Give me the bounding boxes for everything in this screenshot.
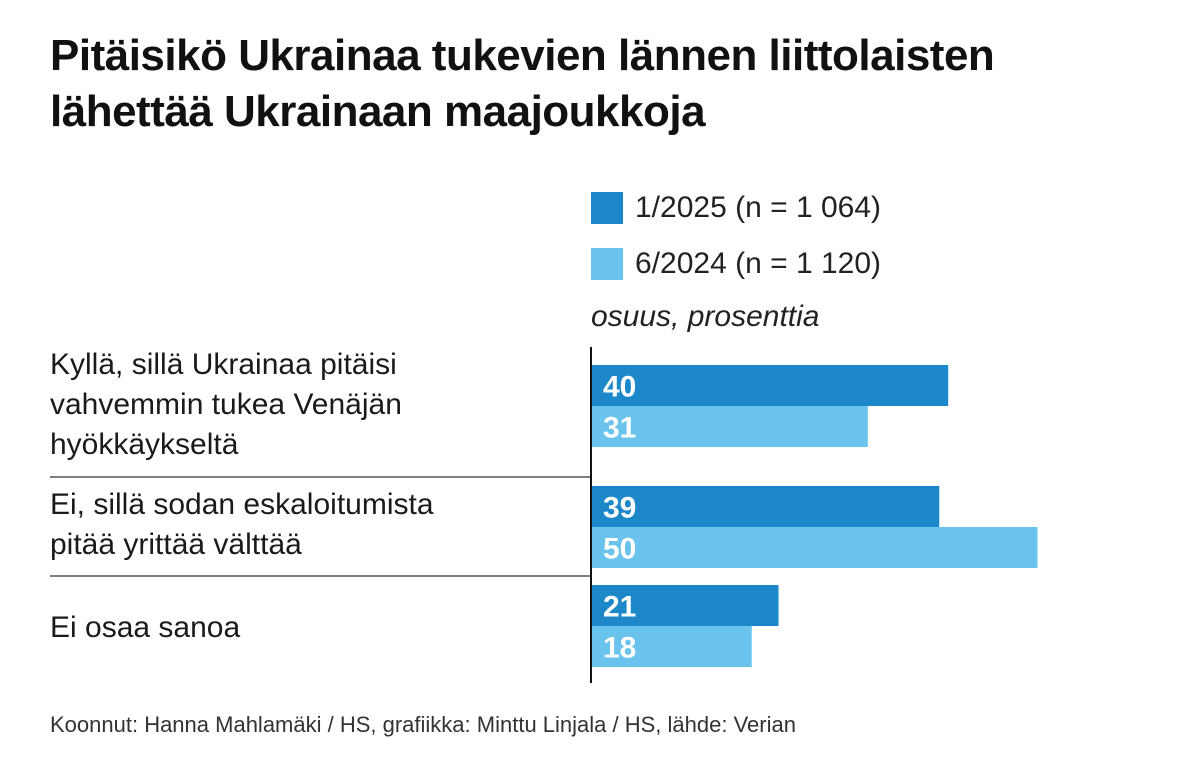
legend-label-2025: 1/2025 (n = 1 064): [635, 191, 882, 224]
bar-value-label: 50: [603, 533, 636, 566]
category-label-no: Ei, sillä sodan eskaloitumista pitää yri…: [50, 485, 570, 565]
bar-value-label: 40: [603, 371, 636, 404]
bar: [591, 626, 752, 667]
category-label-line: vahvemmin tukea Venäjän: [50, 388, 402, 421]
bar-value-label: 39: [603, 492, 636, 525]
legend-item-2025: 1/2025 (n = 1 064): [591, 180, 881, 236]
bar: [591, 486, 940, 527]
category-label-line: Ei osaa sanoa: [50, 611, 241, 644]
bar: [591, 527, 1038, 568]
category-label-unsure: Ei osaa sanoa: [50, 608, 570, 648]
chart-title: Pitäisikö Ukrainaa tukevien lännen liitt…: [50, 31, 995, 136]
category-label-line: hyökkäykseltä: [50, 428, 239, 461]
source-credit: Koonnut: Hanna Mahlamäki / HS, grafiikka…: [50, 712, 796, 737]
category-label-line: Ei, sillä sodan eskaloitumista: [50, 488, 434, 521]
legend-swatch-2025: [591, 192, 623, 224]
category-label-line: Kyllä, sillä Ukrainaa pitäisi: [50, 348, 397, 381]
legend-item-2024: 6/2024 (n = 1 120): [591, 236, 881, 292]
category-label-line: pitää yrittää välttää: [50, 528, 302, 561]
bar-value-label: 21: [603, 591, 636, 624]
category-label-yes: Kyllä, sillä Ukrainaa pitäisi vahvemmin …: [50, 345, 570, 465]
bar-value-label: 18: [603, 632, 636, 665]
bar: [591, 585, 779, 626]
legend: 1/2025 (n = 1 064) 6/2024 (n = 1 120): [591, 180, 881, 292]
bar: [591, 365, 949, 406]
bar: [591, 406, 868, 447]
bar-value-label: 31: [603, 412, 636, 445]
legend-label-2024: 6/2024 (n = 1 120): [635, 247, 882, 280]
legend-swatch-2024: [591, 248, 623, 280]
unit-label: osuus, prosenttia: [591, 300, 820, 333]
